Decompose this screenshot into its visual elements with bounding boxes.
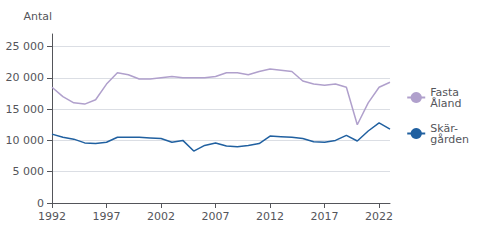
svg-text:1997: 1997: [93, 210, 121, 223]
svg-text:2002: 2002: [147, 210, 175, 223]
svg-text:gården: gården: [430, 133, 469, 146]
svg-text:0: 0: [37, 197, 44, 210]
svg-text:2022: 2022: [365, 210, 393, 223]
svg-text:1992: 1992: [38, 210, 66, 223]
svg-text:15 000: 15 000: [6, 103, 45, 116]
svg-text:25 000: 25 000: [6, 40, 45, 53]
svg-text:5 000: 5 000: [13, 165, 45, 178]
svg-text:2017: 2017: [311, 210, 339, 223]
svg-text:2007: 2007: [202, 210, 230, 223]
svg-text:20 000: 20 000: [6, 71, 45, 84]
svg-text:Fasta: Fasta: [430, 85, 460, 99]
svg-text:2012: 2012: [256, 210, 284, 223]
svg-text:Antal: Antal: [23, 10, 52, 23]
svg-text:Åland: Åland: [430, 97, 461, 110]
svg-text:10 000: 10 000: [6, 134, 45, 147]
svg-text:Skär-: Skär-: [430, 121, 458, 135]
